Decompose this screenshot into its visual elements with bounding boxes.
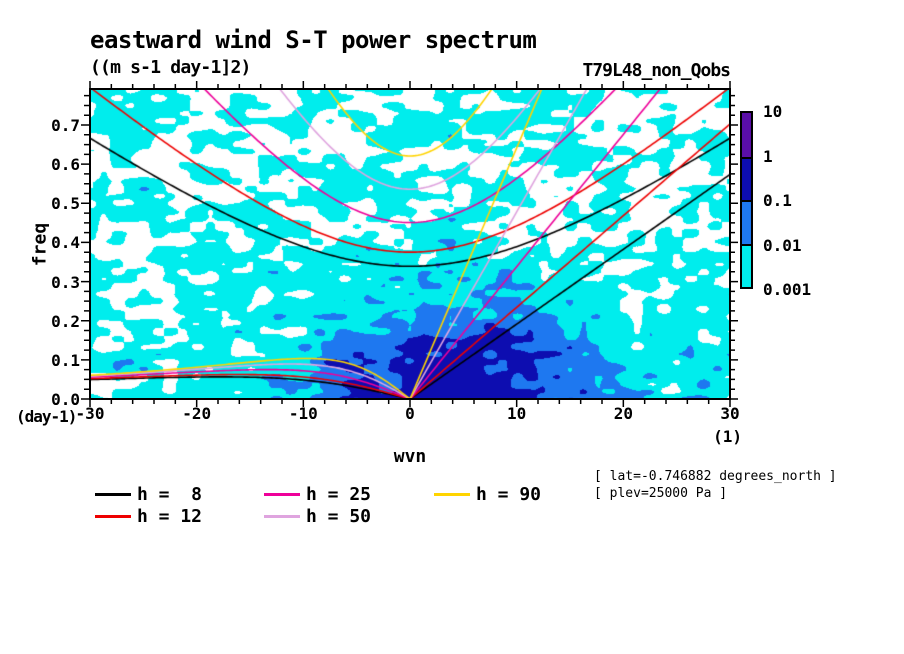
y-tick-label: 0.7 [51, 116, 80, 135]
y-tick-label: 0.4 [51, 233, 80, 253]
y-tick-label: 0.5 [51, 194, 80, 214]
legend-line-swatch [264, 515, 300, 518]
y-tick-label: 0.3 [51, 272, 80, 292]
colorbar-segment [742, 113, 751, 157]
colorbar-tick-label: 0.1 [763, 191, 792, 210]
y-tick-label: 0.0 [51, 390, 80, 409]
colorbar-tick-label: 10 [763, 102, 783, 121]
legend-line-swatch [434, 493, 470, 496]
x-axis-units: (1) [713, 427, 742, 446]
legend-line-swatch [95, 515, 131, 518]
legend-line-swatch [264, 493, 300, 496]
spectrum-field-canvas [90, 89, 730, 399]
x-axis-label: wvn [393, 446, 427, 467]
y-tick-label: 0.6 [51, 155, 80, 175]
y-tick-label: 0.1 [51, 350, 80, 370]
legend-item-label: h = 90 [476, 484, 542, 505]
chart-title: eastward wind S-T power spectrum [90, 26, 537, 54]
dataset-label: T79L48_non_Qobs [582, 60, 731, 81]
colorbar-tick-label: 0.01 [763, 235, 802, 255]
legend-item-label: h = 12 [137, 506, 203, 527]
legend-line-swatch [95, 493, 131, 496]
x-tick-label: 10 [507, 404, 527, 423]
x-tick-label: 0 [405, 404, 415, 423]
x-tick-label: -10 [288, 404, 318, 423]
legend-item-label: h = 50 [306, 506, 372, 527]
colorbar-segment [742, 156, 751, 200]
y-axis-units: (day-1) [16, 407, 77, 426]
colorbar-segment [742, 200, 751, 244]
x-tick-label: -20 [182, 404, 212, 423]
colorbar [740, 111, 753, 289]
colorbar-tick-label: 0.001 [763, 280, 812, 299]
x-tick-label: -30 [75, 404, 105, 423]
y-axis-label: freq [29, 222, 51, 267]
chart-units-subtitle: ((m s-1 day-1]2) [90, 57, 251, 78]
y-tick-label: 0.2 [51, 311, 80, 331]
legend-item-label: h = 25 [306, 484, 372, 505]
legend-item-label: h = 8 [137, 484, 203, 505]
x-tick-label: 20 [613, 404, 633, 423]
annotation-pressure-level: [ plev=25000 Pa ] [594, 486, 728, 501]
x-tick-label: 30 [720, 404, 740, 423]
annotation-latitude: [ lat=-0.746882 degrees_north ] [594, 469, 837, 484]
colorbar-segment [742, 243, 751, 287]
colorbar-tick-label: 1 [763, 146, 773, 166]
